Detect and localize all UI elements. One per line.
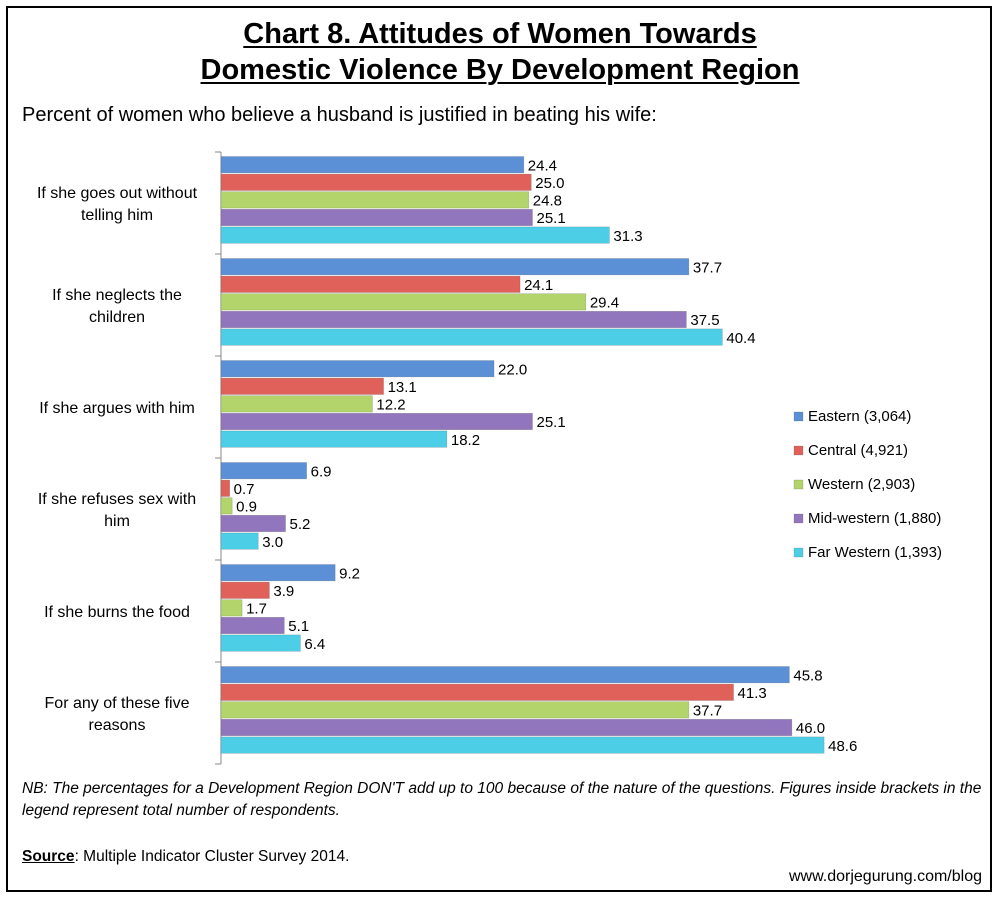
- chart-frame: [6, 6, 992, 892]
- data-label: 37.5: [690, 312, 719, 329]
- data-label: 48.6: [828, 738, 857, 755]
- data-label: 0.7: [234, 481, 255, 498]
- bar: [220, 328, 723, 346]
- data-label: 9.2: [339, 565, 360, 582]
- bar: [220, 616, 285, 634]
- legend-label: Western (2,903): [808, 476, 915, 493]
- data-label: 5.1: [288, 618, 309, 635]
- bar: [220, 293, 587, 311]
- data-label: 0.9: [236, 499, 257, 516]
- chart-subtitle: Percent of women who believe a husband i…: [22, 104, 657, 126]
- bar: [220, 683, 734, 701]
- bar: [220, 479, 230, 497]
- data-label: 24.8: [533, 193, 562, 210]
- data-label: 46.0: [796, 720, 825, 737]
- bar: [220, 532, 259, 550]
- data-label: 3.9: [273, 583, 294, 600]
- bar: [220, 156, 525, 174]
- data-label: 6.4: [304, 636, 325, 653]
- category-label: If she argues with him: [39, 400, 195, 417]
- bar: [220, 377, 384, 395]
- footnote: NB: The percentages for a Development Re…: [22, 780, 982, 819]
- bar: [220, 634, 301, 652]
- bar: [220, 412, 533, 430]
- source-line: Source: Multiple Indicator Cluster Surve…: [22, 848, 349, 866]
- legend-label: Central (4,921): [808, 442, 908, 459]
- data-label: 41.3: [738, 685, 767, 702]
- legend-swatch: [793, 513, 804, 524]
- bar: [220, 514, 286, 532]
- chart-title-line-2: Domestic Violence By Development Region: [200, 54, 800, 86]
- data-label: 13.1: [388, 379, 417, 396]
- website-credit: www.dorjegurung.com/blog: [789, 868, 982, 885]
- data-label: 25.0: [535, 175, 564, 192]
- bar: [220, 173, 532, 191]
- bar: [220, 258, 690, 276]
- data-label: 37.7: [693, 259, 722, 276]
- data-label: 5.2: [290, 516, 311, 533]
- data-label: 31.3: [613, 228, 642, 245]
- category-label: telling him: [81, 207, 153, 224]
- legend-swatch: [793, 445, 804, 456]
- data-label: 24.1: [524, 277, 553, 294]
- data-label: 22.0: [498, 361, 527, 378]
- legend-label: Far Western (1,393): [808, 544, 942, 561]
- legend-label: Mid-western (1,880): [808, 510, 941, 527]
- data-label: 25.1: [536, 210, 565, 227]
- legend-swatch: [793, 547, 804, 558]
- bar: [220, 360, 495, 378]
- data-label: 40.4: [726, 330, 755, 347]
- bar: [220, 395, 373, 413]
- chart-title-line-1: Chart 8. Attitudes of Women Towards: [243, 18, 757, 50]
- bar: [220, 430, 448, 448]
- bar: [220, 718, 793, 736]
- legend-label: Eastern (3,064): [808, 408, 911, 425]
- source-label: Source: [22, 848, 75, 865]
- bar: [220, 666, 790, 684]
- legend-swatch: [793, 479, 804, 490]
- bar: [220, 310, 687, 328]
- category-label: If she refuses sex with: [38, 491, 196, 508]
- chart-title: Chart 8. Attitudes of Women Towards Dome…: [0, 16, 1000, 88]
- category-label: For any of these five: [45, 695, 190, 712]
- data-label: 37.7: [693, 703, 722, 720]
- bar: [220, 275, 521, 293]
- bar: [220, 736, 825, 754]
- category-label: If she goes out without: [37, 185, 198, 202]
- bar: [220, 701, 690, 719]
- bar: [220, 497, 233, 515]
- data-label: 24.4: [528, 157, 557, 174]
- bar: [220, 191, 530, 209]
- data-label: 45.8: [793, 667, 822, 684]
- category-label: reasons: [89, 717, 146, 734]
- data-label: 1.7: [246, 601, 267, 618]
- bar: [220, 226, 610, 244]
- legend-swatch: [793, 411, 804, 422]
- bar: [220, 209, 533, 227]
- bar: [220, 462, 307, 480]
- data-label: 12.2: [376, 397, 405, 414]
- bar: [220, 599, 243, 617]
- data-label: 6.9: [311, 463, 332, 480]
- bar: [220, 581, 270, 599]
- data-label: 29.4: [590, 295, 619, 312]
- source-text: : Multiple Indicator Cluster Survey 2014…: [74, 848, 350, 865]
- category-label: children: [89, 309, 145, 326]
- category-label: If she burns the food: [44, 604, 190, 621]
- data-label: 18.2: [451, 432, 480, 449]
- data-label: 25.1: [536, 414, 565, 431]
- category-label: him: [104, 513, 130, 530]
- bar: [220, 564, 336, 582]
- data-label: 3.0: [262, 534, 283, 551]
- category-label: If she neglects the: [52, 287, 182, 304]
